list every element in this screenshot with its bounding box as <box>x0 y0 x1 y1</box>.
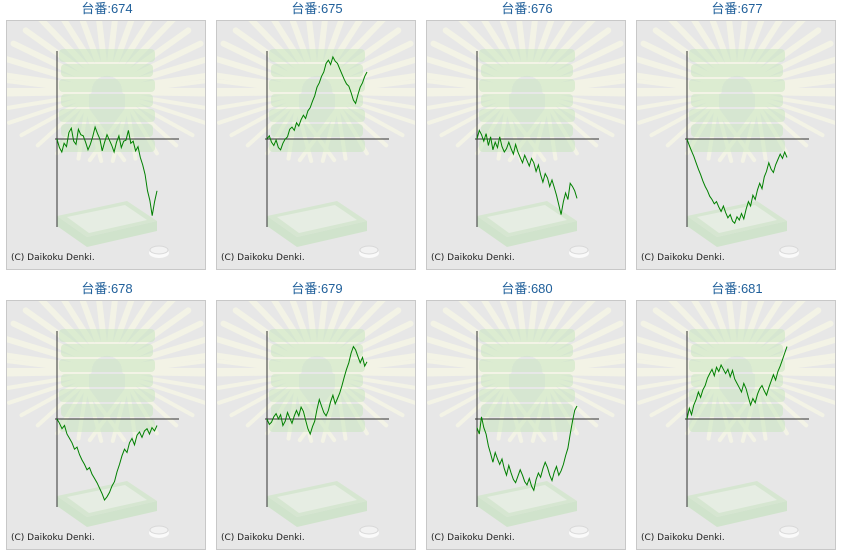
chart-cell: 台番:679 (C) Daikoku Denki. <box>212 280 422 558</box>
chart-cell: 台番:678 (C) Daikoku Denki. <box>2 280 212 558</box>
chart-cell: 台番:681 (C) Daikoku Denki. <box>632 280 842 558</box>
background-illustration <box>637 21 835 258</box>
chart-cell: 台番:676 (C) Daikoku Denki. <box>422 0 632 278</box>
data-series-line <box>266 345 368 436</box>
machine-number-title[interactable]: 台番:674 <box>81 1 133 16</box>
slump-graph-panel: (C) Daikoku Denki. <box>6 20 206 270</box>
background-illustration <box>7 301 205 538</box>
slump-graph-panel: (C) Daikoku Denki. <box>636 300 836 550</box>
slump-line-chart <box>55 51 179 227</box>
machine-number-title[interactable]: 台番:678 <box>81 281 133 296</box>
background-illustration <box>427 21 625 258</box>
copyright-label: (C) Daikoku Denki. <box>431 533 515 543</box>
machine-number-title[interactable]: 台番:680 <box>501 281 553 296</box>
data-series-line <box>476 129 578 215</box>
background-illustration <box>217 21 415 258</box>
slump-line-chart <box>475 331 599 507</box>
slump-line-chart <box>685 51 809 227</box>
copyright-label: (C) Daikoku Denki. <box>11 533 95 543</box>
slump-line-chart <box>265 331 389 507</box>
background-illustration <box>427 301 625 538</box>
slump-graph-panel: (C) Daikoku Denki. <box>426 300 626 550</box>
slump-graph-panel: (C) Daikoku Denki. <box>426 20 626 270</box>
machine-number-title[interactable]: 台番:677 <box>711 1 763 16</box>
data-series-line <box>266 55 368 151</box>
machine-number-title[interactable]: 台番:676 <box>501 1 553 16</box>
slump-line-chart <box>55 331 179 507</box>
slump-graph-panel: (C) Daikoku Denki. <box>216 20 416 270</box>
data-series-line <box>56 418 158 502</box>
copyright-label: (C) Daikoku Denki. <box>11 253 95 263</box>
copyright-label: (C) Daikoku Denki. <box>641 533 725 543</box>
background-illustration <box>217 301 415 538</box>
slump-line-chart <box>475 51 599 227</box>
chart-cell: 台番:680 (C) Daikoku Denki. <box>422 280 632 558</box>
machine-number-title[interactable]: 台番:675 <box>291 1 343 16</box>
data-series-line <box>686 346 788 420</box>
machine-number-title[interactable]: 台番:679 <box>291 281 343 296</box>
copyright-label: (C) Daikoku Denki. <box>431 253 515 263</box>
background-illustration <box>7 21 205 258</box>
slump-graph-panel: (C) Daikoku Denki. <box>6 300 206 550</box>
chart-cell: 台番:677 (C) Daikoku Denki. <box>632 0 842 278</box>
slump-graph-panel: (C) Daikoku Denki. <box>636 20 836 270</box>
chart-cell: 台番:674 (C) Daikoku Denki. <box>2 0 212 278</box>
data-series-line <box>476 405 578 492</box>
background-illustration <box>637 301 835 538</box>
copyright-label: (C) Daikoku Denki. <box>221 533 305 543</box>
data-series-line <box>56 125 158 216</box>
data-series-line <box>686 138 788 225</box>
copyright-label: (C) Daikoku Denki. <box>641 253 725 263</box>
slump-graph-panel: (C) Daikoku Denki. <box>216 300 416 550</box>
copyright-label: (C) Daikoku Denki. <box>221 253 305 263</box>
slump-line-chart <box>265 51 389 227</box>
machine-number-title[interactable]: 台番:681 <box>711 281 763 296</box>
chart-cell: 台番:675 (C) Daikoku Denki. <box>212 0 422 278</box>
slump-line-chart <box>685 331 809 507</box>
